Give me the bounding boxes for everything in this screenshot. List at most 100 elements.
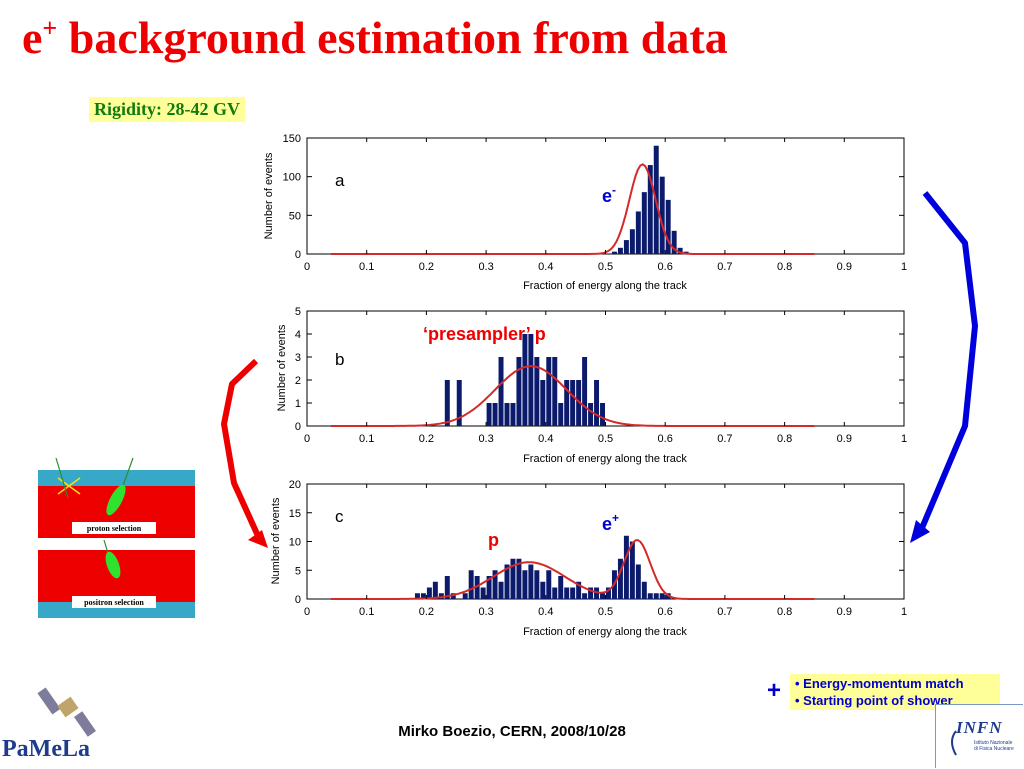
histogram-bar [665, 199, 671, 254]
schematic-top-label-box [72, 522, 156, 534]
histogram-bar [570, 587, 576, 599]
histogram-bar [462, 593, 468, 599]
y-tick-label: 10 [289, 537, 301, 549]
histogram-bar [510, 403, 516, 426]
y-tick-label: 0 [295, 249, 301, 261]
x-tick-label: 0.3 [478, 606, 493, 618]
x-tick-label: 0.2 [419, 261, 434, 273]
panel-c-positron-label: e+ [602, 511, 619, 534]
schematic-top-label: proton selection [87, 524, 142, 533]
x-tick-label: 0.2 [419, 606, 434, 618]
panel-c-fit-curve [330, 539, 815, 600]
criteria-item-1: • Energy-momentum match [795, 676, 964, 691]
histogram-bar [635, 211, 641, 254]
histogram-bar [438, 593, 444, 599]
x-tick-label: 1 [901, 261, 907, 273]
histogram-bar [564, 380, 570, 426]
histogram-bar [617, 247, 623, 254]
histogram-bar [611, 251, 617, 254]
panel-a-xlabel: Fraction of energy along the track [523, 280, 687, 292]
panel-b-frame [306, 310, 905, 427]
y-tick-label: 150 [283, 133, 301, 145]
x-tick-label: 0.9 [837, 261, 852, 273]
histogram-bar [659, 593, 665, 599]
y-tick-label: 1 [295, 398, 301, 410]
satellite-panel-1 [37, 687, 61, 715]
x-tick-label: 0.4 [538, 433, 553, 445]
histogram-bar [420, 593, 426, 599]
x-tick-label: 0 [304, 433, 310, 445]
panel-b-xlabel: Fraction of energy along the track [523, 453, 687, 465]
histogram-bar [641, 192, 647, 254]
panel-b-xticks: 0 0.1 0.2 0.3 0.4 0.5 0.6 0.7 0.8 0.9 1 [304, 311, 907, 445]
blue-arrowhead [910, 520, 930, 543]
panel-b-ylabel: Number of events [276, 324, 288, 411]
infn-logo-mark [951, 730, 957, 756]
histogram-bar [659, 176, 665, 254]
panel-a: 0 0.1 0.2 0.3 0.4 0.5 0.6 0.7 0.8 0.9 1 050100150 … [263, 133, 907, 292]
infn-logo: INFN Istituto Nazionale di Fisica Nuclea… [935, 704, 1023, 768]
x-tick-label: 0.5 [598, 261, 613, 273]
histogram-bar [528, 564, 534, 599]
histogram-bar [522, 334, 528, 426]
histogram-bar [677, 247, 683, 254]
infn-subtext-line-1: Istituto Nazionale [974, 740, 1013, 746]
histogram-bar [474, 576, 480, 599]
panel-a-electron-label: e- [602, 183, 616, 206]
histogram-bar [486, 403, 492, 426]
x-tick-label: 0.4 [538, 261, 553, 273]
red-arrow-line [221, 358, 261, 538]
y-tick-label: 50 [289, 210, 301, 222]
histogram-bar [629, 229, 635, 254]
satellite-panel-2 [74, 711, 96, 737]
proton-track-early [55, 457, 69, 499]
histogram-bar [606, 587, 611, 599]
rigidity-label: Rigidity: 28-42 GV [89, 97, 245, 122]
histogram-bar [426, 587, 432, 599]
schematic-bottom-label: positron selection [84, 598, 144, 607]
histogram-bar [498, 581, 504, 599]
histogram-bar [558, 403, 564, 426]
panel-c-letter: c [335, 507, 344, 526]
histogram-bar [492, 403, 498, 426]
x-tick-label: 0.6 [658, 606, 673, 618]
histogram-bar [528, 334, 534, 426]
x-tick-label: 0.6 [658, 261, 673, 273]
histogram-bar [552, 357, 558, 426]
panel-a-yticks: 0 50 100 150 [283, 133, 904, 261]
red-arrow [221, 358, 268, 548]
y-tick-label: 0 [295, 594, 301, 606]
histogram-bar [492, 570, 498, 599]
x-tick-label: 0.8 [777, 606, 792, 618]
histogram-bar [635, 564, 641, 599]
histogram-bar [540, 581, 546, 599]
x-tick-label: 0.3 [478, 433, 493, 445]
pamela-satellite-icon [37, 687, 96, 737]
x-tick-label: 0.4 [538, 606, 553, 618]
x-tick-label: 1 [901, 433, 907, 445]
histogram-bar [623, 535, 629, 599]
panel-b-presampler-label: ‘presampler’ p [423, 324, 546, 344]
histogram-bar [468, 570, 474, 599]
histogram-bar [594, 380, 600, 426]
y-tick-label: 4 [295, 329, 301, 341]
histogram-bar [552, 587, 558, 599]
panel-c-bars [414, 535, 671, 599]
plus-sign: + [767, 677, 782, 704]
panel-c-frame [306, 483, 905, 600]
panel-a-xticks: 0 0.1 0.2 0.3 0.4 0.5 0.6 0.7 0.8 0.9 1 [304, 138, 907, 273]
panel-c: 0 0.1 0.2 0.3 0.4 0.5 0.6 0.7 0.8 0.9 1 0 5 10 15 20 F… [270, 479, 907, 638]
histogram-bar [504, 564, 510, 599]
x-tick-label: 0 [304, 261, 310, 273]
histogram-bar [641, 581, 647, 599]
panel-c-ylabel: Number of events [270, 497, 282, 584]
footer-credit: Mirko Boezio, CERN, 2008/10/28 [398, 723, 626, 740]
histogram-bar [558, 576, 564, 599]
x-tick-label: 0.2 [419, 433, 434, 445]
histogram-bar [432, 581, 438, 599]
x-tick-label: 1 [901, 606, 907, 618]
x-tick-label: 0.6 [658, 433, 673, 445]
proton-shower-blob [106, 484, 126, 516]
x-tick-label: 0.5 [598, 606, 613, 618]
